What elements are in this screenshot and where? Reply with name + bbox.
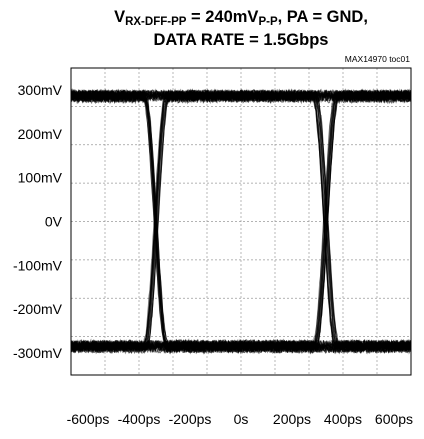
y-tick-label: 300mV xyxy=(18,82,63,98)
y-tick-label: 100mV xyxy=(18,170,63,186)
chart-title-line1: VRX-DFF-PP = 240mVP-P, PA = GND, xyxy=(114,8,368,28)
y-tick-label: 0V xyxy=(45,214,63,230)
eye-trace xyxy=(70,90,412,350)
x-tick-label: 400ps xyxy=(324,411,362,427)
grid-lines xyxy=(71,68,411,375)
chart-title-line2: DATA RATE = 1.5Gbps xyxy=(153,31,329,49)
x-tick-label: -600ps xyxy=(67,411,110,427)
eye-trace xyxy=(70,92,412,354)
y-tick-labels: 300mV 200mV 100mV 0V -100mV -200mV -300mV xyxy=(13,82,63,361)
y-tick-label: -200mV xyxy=(13,301,63,317)
y-tick-label: -100mV xyxy=(13,257,63,273)
eye-traces xyxy=(70,88,412,355)
x-tick-label: 200ps xyxy=(273,411,311,427)
y-tick-label: 200mV xyxy=(18,126,63,142)
x-tick-label: 0s xyxy=(234,411,249,427)
x-tick-label: -400ps xyxy=(118,411,161,427)
figure-id-note: MAX14970 toc01 xyxy=(344,54,410,64)
eye-trace xyxy=(70,344,411,355)
y-tick-label: -300mV xyxy=(13,345,63,361)
plot-frame xyxy=(70,67,412,376)
eye-trace xyxy=(70,91,411,352)
x-tick-label: -200ps xyxy=(169,411,212,427)
x-tick-label: 600ps xyxy=(375,411,413,427)
x-tick-labels: -600ps -400ps -200ps 0s 200ps 400ps 600ps xyxy=(67,411,413,427)
